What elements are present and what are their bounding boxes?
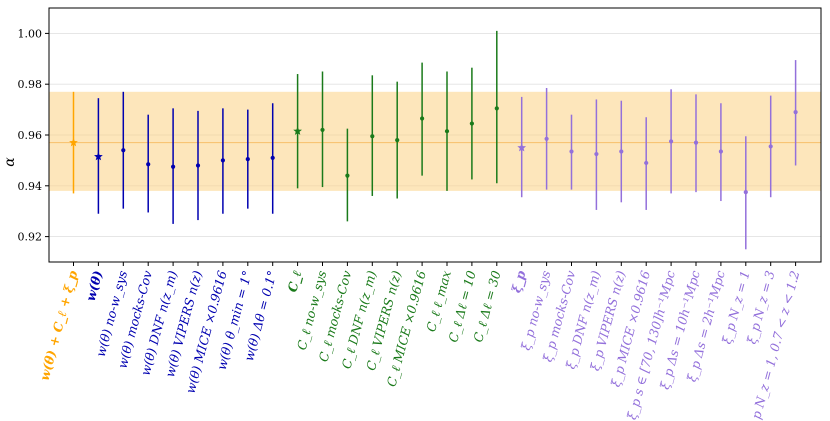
y-tick-label: 0.98 [18,78,43,91]
x-tick-label: w(θ) + C_ℓ + ξ_p [37,269,82,383]
data-point [594,151,599,157]
data-point [370,134,375,139]
data-point-star [517,143,527,152]
data-point [718,149,724,154]
data-point-star [293,126,302,135]
x-tick-label: C_ℓ [284,269,305,294]
y-tick-label: 0.92 [18,231,43,244]
data-point [768,144,773,149]
x-tick-label: ξ_p [508,269,529,295]
data-point-star [69,138,78,147]
data-point [345,173,350,178]
x-tick-label: w(θ) [83,269,106,303]
data-point [544,136,549,141]
y-axis-label: α [2,157,18,167]
data-point [320,127,325,133]
y-tick-label: 1.00 [18,27,43,40]
data-point-star [94,151,103,161]
y-tick-label: 0.94 [18,180,43,193]
data-point [270,155,275,160]
data-point [569,149,574,154]
plot-area: 0.92 0.94 0.96 0.98 1.00 w(θ) + C_ℓ + ξ_p w(θ)… [18,7,822,421]
data-point [420,116,425,121]
data-point [146,162,151,167]
data-point [220,158,225,163]
data-point [743,190,748,195]
data-point [793,110,798,115]
data-point [693,140,699,145]
data-point [195,163,201,168]
data-point [669,139,674,144]
data-point [644,160,649,166]
data-point [494,106,499,111]
data-point [171,164,176,169]
data-point [395,137,400,143]
data-point [444,129,450,134]
reference-band [49,91,821,191]
data-point [245,157,250,162]
data-point [469,121,474,126]
data-point [121,148,126,153]
data-point [619,149,624,154]
y-tick-label: 0.96 [18,129,43,142]
